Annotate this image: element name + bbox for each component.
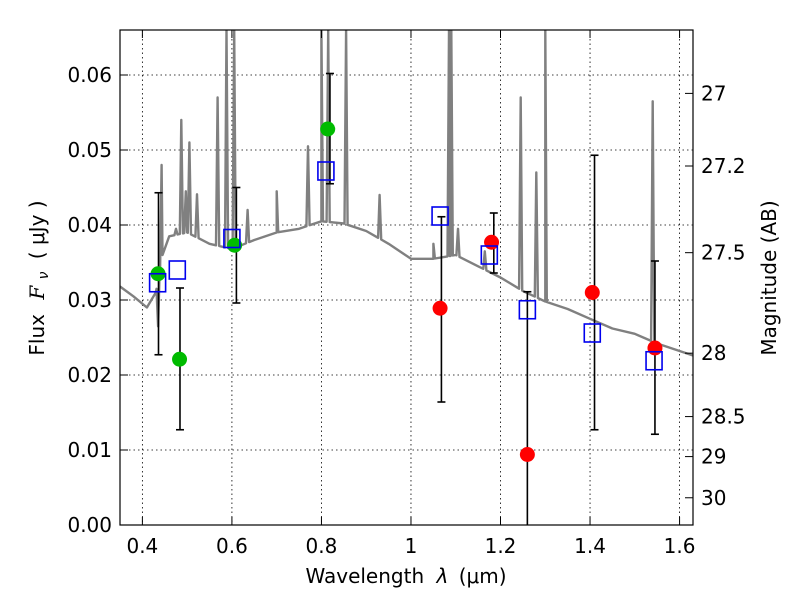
- x-tick-label: 0.8: [306, 534, 338, 558]
- y-tick-label: 0.02: [67, 363, 112, 387]
- right-tick-label: 27.2: [701, 154, 746, 178]
- template-spectrum: [120, 30, 693, 357]
- y-tick-label: 0.03: [67, 288, 112, 312]
- red-detections-marker: [584, 285, 600, 300]
- model-square-marker: [480, 245, 499, 265]
- right-tick-label: 28: [701, 341, 726, 365]
- model-square-marker: [583, 323, 602, 343]
- red-detections-marker: [432, 300, 448, 316]
- model-square-marker: [168, 260, 187, 280]
- red-detections-marker: [519, 447, 535, 462]
- right-tick-label: 28.5: [701, 405, 746, 429]
- y-tick-label: 0.00: [67, 513, 112, 537]
- x-tick-label: 1.2: [485, 534, 517, 558]
- y-tick-label: 0.04: [67, 213, 112, 237]
- right-tick-label: 29: [701, 445, 726, 469]
- y-tick-label: 0.05: [67, 138, 112, 162]
- x-tick-label: 0.4: [126, 534, 158, 558]
- y-tick-label: 0.01: [67, 438, 112, 462]
- green-detections-marker: [320, 121, 336, 137]
- model-square-marker: [317, 161, 335, 181]
- right-tick-label: 27: [701, 81, 726, 105]
- spectrum-line: [120, 30, 693, 357]
- model-square-marker: [431, 206, 449, 226]
- x-tick-label: 1.6: [664, 534, 696, 558]
- green-detections-marker: [172, 351, 188, 367]
- error-bars: [154, 72, 659, 525]
- right-tick-label: 30: [701, 486, 726, 510]
- x-tick-label: 0.6: [216, 534, 248, 558]
- grid-lines: [120, 30, 693, 526]
- plot-frame: [119, 29, 694, 526]
- model-square-marker: [148, 272, 167, 293]
- x-tick-label: 1.4: [574, 534, 606, 558]
- red-detections-marker: [647, 340, 663, 356]
- model-square-marker: [518, 299, 537, 320]
- y-tick-label: 0.06: [67, 63, 112, 87]
- x-tick-label: 1: [405, 534, 418, 558]
- right-axis-label: Magnitude (AB): [757, 200, 781, 355]
- model-square-marker: [645, 350, 663, 371]
- right-tick-label: 27.5: [701, 241, 746, 265]
- x-axis-label: Wavelength λ (μm): [305, 564, 506, 588]
- green-detections-marker: [227, 237, 243, 253]
- data-markers: [148, 121, 663, 462]
- axis-ticks: 0.4 0.6 0.8 1 1.2 1.4 1.6 0.00 0.01 0.02 0.03 0.04 0…: [67, 30, 746, 558]
- model-square-marker: [223, 228, 241, 249]
- y-axis-label: Flux F ν ( μJy ): [25, 200, 53, 355]
- error-bar: [523, 290, 532, 525]
